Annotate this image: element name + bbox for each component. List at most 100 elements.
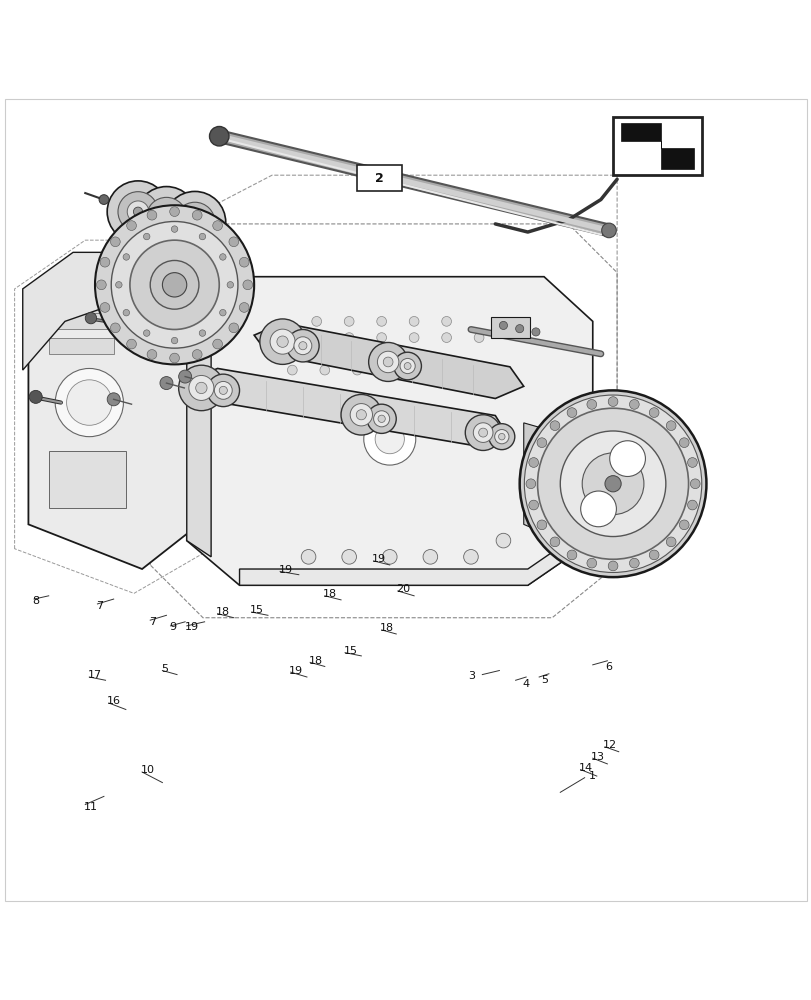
Circle shape	[214, 235, 224, 245]
Circle shape	[107, 393, 120, 406]
Circle shape	[146, 197, 187, 237]
Circle shape	[311, 333, 321, 342]
Circle shape	[679, 438, 689, 448]
Circle shape	[488, 424, 514, 450]
Polygon shape	[49, 297, 114, 313]
Text: 2: 2	[380, 173, 387, 183]
Circle shape	[195, 382, 207, 394]
Text: 18: 18	[380, 623, 393, 633]
Polygon shape	[620, 123, 693, 169]
Circle shape	[536, 520, 546, 530]
Circle shape	[363, 413, 415, 465]
Circle shape	[566, 550, 576, 560]
Circle shape	[110, 323, 120, 333]
Circle shape	[515, 325, 523, 333]
Circle shape	[537, 408, 688, 559]
Circle shape	[376, 333, 386, 342]
Circle shape	[239, 257, 249, 267]
Circle shape	[649, 550, 659, 560]
Circle shape	[192, 350, 202, 359]
Text: 20: 20	[396, 584, 410, 594]
Circle shape	[239, 303, 249, 312]
Circle shape	[115, 282, 122, 288]
Circle shape	[367, 404, 396, 433]
Circle shape	[127, 201, 148, 223]
Circle shape	[473, 423, 492, 442]
Circle shape	[344, 316, 354, 326]
Circle shape	[160, 377, 173, 390]
Circle shape	[216, 280, 225, 290]
Circle shape	[147, 350, 157, 359]
Circle shape	[214, 325, 224, 334]
Circle shape	[133, 207, 143, 216]
Text: 1: 1	[588, 771, 595, 781]
Circle shape	[350, 404, 372, 426]
Circle shape	[687, 458, 697, 467]
Circle shape	[449, 365, 459, 375]
Polygon shape	[239, 524, 592, 585]
Circle shape	[465, 415, 500, 450]
Circle shape	[423, 550, 437, 564]
Circle shape	[287, 365, 297, 375]
Circle shape	[601, 223, 616, 238]
Circle shape	[161, 213, 171, 222]
Circle shape	[100, 257, 109, 267]
Circle shape	[298, 342, 307, 350]
Circle shape	[376, 316, 386, 326]
Circle shape	[441, 333, 451, 342]
Circle shape	[212, 339, 222, 349]
Circle shape	[301, 550, 315, 564]
Circle shape	[586, 400, 596, 409]
Circle shape	[400, 358, 414, 374]
Circle shape	[214, 381, 232, 399]
Circle shape	[666, 537, 676, 547]
Circle shape	[526, 479, 535, 489]
Circle shape	[352, 365, 362, 375]
Circle shape	[100, 303, 109, 312]
Circle shape	[373, 411, 389, 427]
Circle shape	[99, 195, 109, 204]
Text: 7: 7	[96, 601, 103, 611]
Circle shape	[629, 400, 638, 409]
Circle shape	[144, 233, 150, 240]
Circle shape	[528, 458, 538, 467]
Text: 14: 14	[578, 763, 592, 773]
Circle shape	[536, 438, 546, 448]
Circle shape	[95, 205, 254, 364]
Circle shape	[689, 479, 699, 489]
Circle shape	[649, 408, 659, 417]
Circle shape	[171, 226, 178, 232]
Polygon shape	[189, 368, 507, 446]
Circle shape	[341, 394, 381, 435]
Circle shape	[29, 390, 42, 403]
Circle shape	[229, 323, 238, 333]
Text: 15: 15	[343, 646, 357, 656]
Circle shape	[168, 326, 178, 336]
Circle shape	[609, 441, 645, 476]
Circle shape	[123, 309, 130, 316]
Circle shape	[135, 187, 197, 248]
Circle shape	[375, 424, 404, 454]
Text: 15: 15	[250, 605, 264, 615]
Circle shape	[341, 550, 356, 564]
Text: 5: 5	[540, 675, 547, 685]
Circle shape	[409, 333, 418, 342]
Circle shape	[162, 273, 187, 297]
Circle shape	[356, 410, 366, 420]
Circle shape	[679, 520, 689, 530]
Circle shape	[441, 316, 451, 326]
Text: 18: 18	[323, 589, 337, 599]
Circle shape	[580, 491, 616, 527]
Circle shape	[174, 202, 215, 242]
Circle shape	[478, 428, 487, 437]
Circle shape	[498, 433, 504, 440]
Polygon shape	[49, 451, 126, 508]
Polygon shape	[187, 277, 592, 585]
Polygon shape	[49, 313, 114, 329]
Circle shape	[219, 309, 225, 316]
Text: 3: 3	[468, 671, 475, 681]
Circle shape	[377, 351, 398, 373]
Text: 17: 17	[88, 670, 101, 680]
Circle shape	[270, 329, 294, 354]
Circle shape	[531, 328, 539, 336]
